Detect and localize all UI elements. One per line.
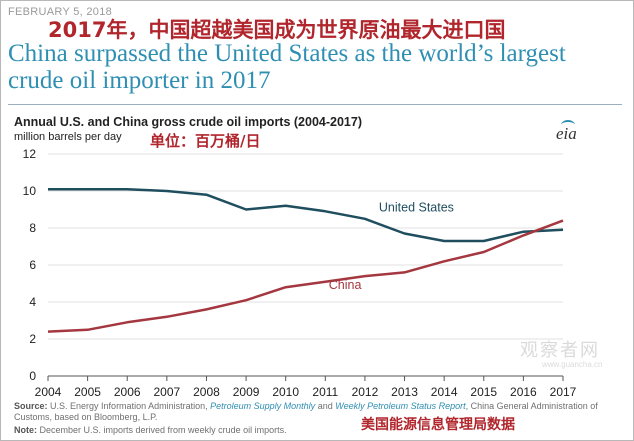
x-tick-label: 2013 (391, 385, 418, 399)
y-tick-label: 4 (29, 295, 36, 309)
x-tick-label: 2012 (352, 385, 379, 399)
source-text-2: and (317, 401, 333, 411)
y-tick-label: 2 (29, 332, 36, 346)
source-note: Source: U.S. Energy Information Administ… (14, 401, 604, 423)
y-tick-label: 0 (29, 369, 36, 383)
note-text: December U.S. imports derived from weekl… (39, 425, 287, 435)
x-tick-label: 2009 (233, 385, 260, 399)
footnote: Note: December U.S. imports derived from… (14, 425, 287, 435)
series-line-united-states (48, 187, 564, 243)
chinese-unit-label: 单位：百万桶/日 (150, 132, 261, 150)
x-tick-label: 2008 (193, 385, 220, 399)
line-chart: 0 2 4 6 8 10 12 2004 2005 2006 2007 2008 2009 2010 201… (23, 147, 577, 399)
x-tick-label: 2006 (114, 385, 141, 399)
watermark-url: www.guancha.cn (542, 360, 603, 369)
series-line-china (47, 219, 564, 333)
x-tick-label: 2004 (35, 385, 62, 399)
y-tick-label: 6 (29, 258, 36, 272)
x-tick-label: 2017 (550, 385, 577, 399)
y-tick-label: 12 (23, 147, 37, 161)
y-tick-label: 10 (23, 184, 37, 198)
x-tick-label: 2007 (153, 385, 180, 399)
eia-logo-arc-icon (561, 120, 575, 130)
chart-title: Annual U.S. and China gross crude oil im… (14, 115, 362, 129)
note-label: Note: (14, 425, 37, 435)
source-link-wpsr[interactable]: Weekly Petroleum Status Report (335, 401, 466, 411)
series-label: United States (379, 200, 454, 214)
source-label: Source: (14, 401, 48, 411)
x-tick-label: 2016 (510, 385, 537, 399)
divider (8, 104, 622, 105)
source-link-psm[interactable]: Petroleum Supply Monthly (210, 401, 316, 411)
date-label: FEBRUARY 5, 2018 (8, 6, 113, 18)
source-text-1: U.S. Energy Information Administration, (50, 401, 208, 411)
x-tick-label: 2005 (74, 385, 101, 399)
x-tick-label: 2010 (272, 385, 299, 399)
source-text-3: , China General Administration of Custom… (14, 401, 598, 422)
y-axis-unit: million barrels per day (14, 131, 122, 143)
x-tick-label: 2015 (470, 385, 497, 399)
chinese-headline: 2017年，中国超越美国成为世界原油最大进口国 (48, 18, 506, 42)
english-headline: China surpassed the United States as the… (8, 40, 566, 94)
eia-logo-text: eia (556, 124, 577, 143)
series-label: China (329, 278, 362, 292)
chinese-source-label: 美国能源信息管理局数据 (361, 417, 515, 433)
eia-logo: eia (556, 120, 580, 143)
y-tick-label: 8 (29, 221, 36, 235)
x-tick-label: 2011 (312, 385, 338, 399)
x-tick-label: 2014 (431, 385, 458, 399)
watermark-chinese: 观察者网 (520, 340, 600, 361)
